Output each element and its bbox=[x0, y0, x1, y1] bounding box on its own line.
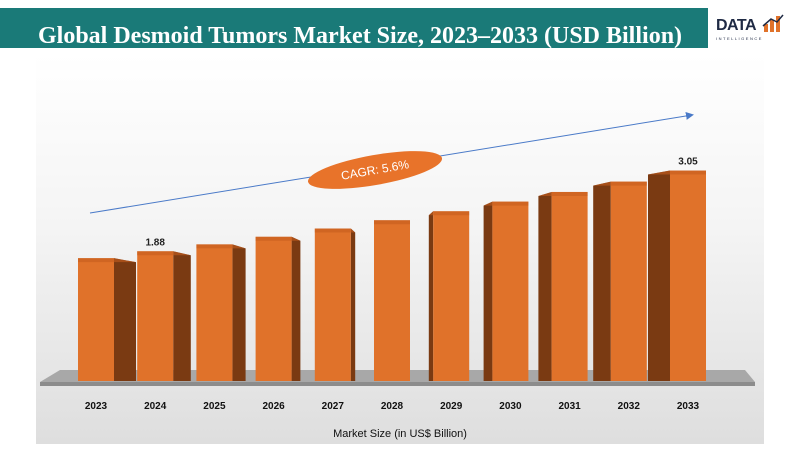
bar-2028 bbox=[374, 220, 410, 381]
x-tick-label: 2031 bbox=[558, 401, 581, 412]
bar-front-2032 bbox=[610, 181, 647, 381]
x-tick-label: 2025 bbox=[203, 401, 226, 412]
x-axis-title: Market Size (in US$ Billion) bbox=[333, 428, 467, 440]
x-tick-label: 2026 bbox=[262, 401, 285, 412]
bar-2025 bbox=[196, 244, 246, 381]
bar-2024 bbox=[137, 251, 191, 381]
trend-layer: CAGR: 5.6% bbox=[89, 112, 694, 214]
bar-front-2030 bbox=[492, 201, 529, 381]
bar-top-2031 bbox=[538, 191, 588, 196]
bar-front-2029 bbox=[433, 211, 470, 381]
bar-top-2027 bbox=[314, 228, 356, 233]
bar-top-2023 bbox=[78, 258, 136, 263]
bar-side-2029 bbox=[428, 211, 434, 381]
title-bar: Global Desmoid Tumors Market Size, 2023–… bbox=[0, 8, 708, 49]
x-tick-label: 2024 bbox=[144, 401, 167, 412]
x-tick-label: 2030 bbox=[499, 401, 522, 412]
bar-top-2026 bbox=[255, 236, 301, 241]
bar-2023 bbox=[78, 258, 136, 381]
bar-top-2033 bbox=[648, 170, 706, 175]
bar-2027 bbox=[314, 228, 356, 381]
x-tick-label: 2027 bbox=[322, 401, 345, 412]
bar-2032 bbox=[593, 181, 647, 381]
bar-front-2024 bbox=[137, 251, 174, 381]
bars-layer bbox=[78, 170, 706, 381]
bar-side-2023 bbox=[114, 258, 136, 381]
bar-top-2032 bbox=[593, 181, 647, 186]
bar-side-2031 bbox=[538, 191, 552, 381]
bar-front-2023 bbox=[78, 258, 114, 381]
bar-top-2030 bbox=[483, 201, 529, 206]
bar-2026 bbox=[255, 236, 301, 381]
x-tick-label: 2032 bbox=[618, 401, 641, 412]
bar-side-2033 bbox=[648, 170, 670, 381]
brand-logo: DATA INTELLIGENCE bbox=[708, 8, 792, 48]
bar-front-2028 bbox=[374, 220, 410, 381]
bar-top-2024 bbox=[137, 251, 191, 256]
bar-side-2027 bbox=[350, 228, 356, 381]
x-tick-label: 2033 bbox=[677, 401, 700, 412]
bar-front-2025 bbox=[196, 244, 233, 381]
x-tick-label: 2028 bbox=[381, 401, 404, 412]
bar-top-2028 bbox=[374, 220, 410, 225]
logo-bars-icon bbox=[762, 14, 784, 32]
bar-side-2024 bbox=[173, 251, 191, 381]
bar-top-2029 bbox=[428, 211, 470, 216]
logo-wordmark: DATA bbox=[716, 17, 757, 34]
bar-side-2030 bbox=[483, 201, 493, 381]
bar-front-2031 bbox=[551, 191, 588, 381]
bar-front-2033 bbox=[670, 170, 706, 381]
bar-front-2027 bbox=[314, 228, 351, 381]
bar-side-2025 bbox=[232, 244, 246, 381]
bar-side-2032 bbox=[593, 181, 611, 381]
x-tick-label: 2023 bbox=[85, 401, 108, 412]
bar-2029 bbox=[428, 211, 470, 381]
data-label: 1.88 bbox=[145, 237, 165, 248]
labels-layer: 2023 2024 1.88 2025 2026 2027 2028 2029 2030 2031… bbox=[85, 157, 700, 412]
bar-front-2026 bbox=[255, 236, 292, 381]
logo-subtext: INTELLIGENCE bbox=[716, 36, 763, 41]
bar-2030 bbox=[483, 201, 529, 381]
page-title: Global Desmoid Tumors Market Size, 2023–… bbox=[38, 23, 683, 49]
chart-floor-edge bbox=[40, 382, 755, 386]
bar-top-2025 bbox=[196, 244, 246, 249]
bar-2031 bbox=[538, 191, 588, 381]
bar-2033 bbox=[648, 170, 706, 381]
x-tick-label: 2029 bbox=[440, 401, 463, 412]
bar-side-2026 bbox=[291, 236, 301, 381]
cagr-badge bbox=[307, 151, 443, 189]
data-label: 3.05 bbox=[678, 157, 698, 168]
